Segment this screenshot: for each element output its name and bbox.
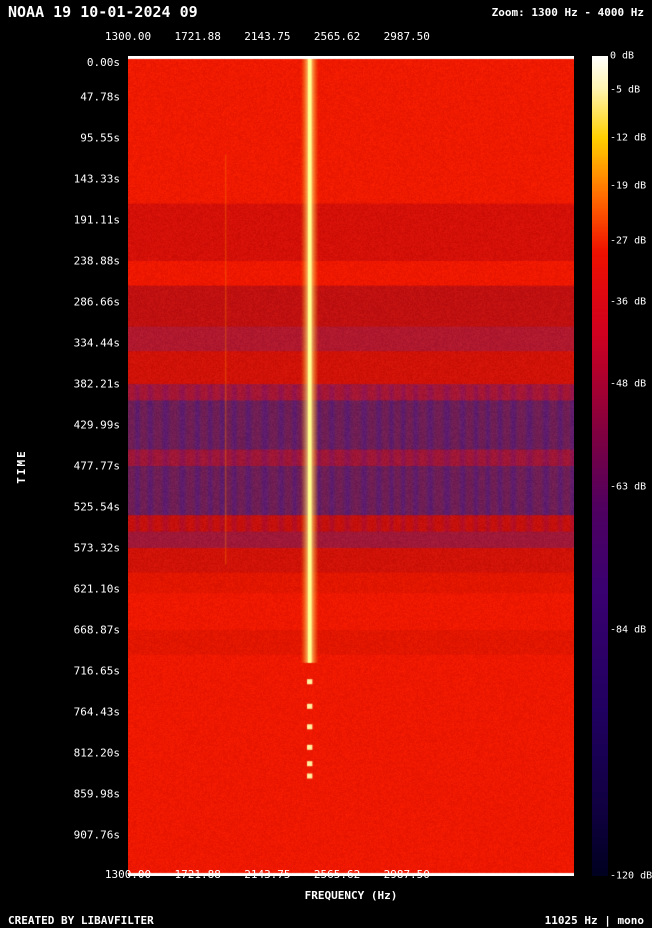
x-axis-label: FREQUENCY (Hz) (128, 889, 574, 902)
y-tick: 286.66s (74, 296, 120, 309)
x-tick: 2143.75 (244, 868, 290, 881)
colorbar-tick: -5 dB (610, 85, 640, 96)
colorbar-tick: -27 dB (610, 235, 646, 246)
colorbar-tick: -48 dB (610, 379, 646, 390)
x-axis-ticks-bottom: 1300.001721.882143.752565.622987.50 (128, 868, 574, 884)
y-tick: 859.98s (74, 788, 120, 801)
y-tick: 621.10s (74, 583, 120, 596)
y-tick: 812.20s (74, 747, 120, 760)
footer-credit: CREATED BY LIBAVFILTER (8, 914, 154, 927)
page-title: NOAA 19 10-01-2024 09 (8, 3, 198, 21)
x-tick: 2565.62 (314, 30, 360, 43)
y-tick: 907.76s (74, 829, 120, 842)
y-tick: 429.99s (74, 419, 120, 432)
y-tick: 238.88s (74, 255, 120, 268)
y-axis-ticks: 0.00s 47.78s 95.55s 143.33s 191.11s 238.88s 28… (0, 56, 124, 876)
colorbar (592, 56, 608, 876)
footer-audio-info: 11025 Hz | mono (545, 914, 644, 927)
x-tick: 1300.00 (105, 30, 151, 43)
x-axis-ticks-top: 1300.001721.882143.752565.622987.50 (128, 30, 574, 50)
colorbar-tick: -63 dB (610, 481, 646, 492)
zoom-label: Zoom: 1300 Hz - 4000 Hz (492, 6, 644, 19)
y-tick: 47.78s (80, 91, 120, 104)
y-tick: 716.65s (74, 665, 120, 678)
colorbar-tick: -36 dB (610, 297, 646, 308)
plot-area: TIME 0.00s47.78s95.55s143.33s191.11s238.… (0, 30, 652, 908)
x-tick: 2987.50 (384, 30, 430, 43)
spectrogram (128, 56, 574, 876)
y-tick: 334.44s (74, 337, 120, 350)
x-tick: 1721.88 (175, 868, 221, 881)
y-tick: 764.43s (74, 706, 120, 719)
y-tick: 477.77s (74, 460, 120, 473)
y-tick: 668.87s (74, 624, 120, 637)
x-tick: 2565.62 (314, 868, 360, 881)
x-tick: 1300.00 (105, 868, 151, 881)
y-tick: 525.54s (74, 501, 120, 514)
y-tick: 95.55s (80, 132, 120, 145)
x-tick: 1721.88 (175, 30, 221, 43)
y-tick: 191.11s (74, 214, 120, 227)
colorbar-tick: -12 dB (610, 133, 646, 144)
y-tick: 573.32s (74, 542, 120, 555)
colorbar-tick: -19 dB (610, 180, 646, 191)
y-tick: 143.33s (74, 173, 120, 186)
x-tick: 2143.75 (244, 30, 290, 43)
y-tick: 0.00s (87, 56, 120, 69)
colorbar-tick: 0 dB (610, 51, 634, 62)
colorbar-tick: -120 dB (610, 871, 652, 882)
x-tick: 2987.50 (384, 868, 430, 881)
colorbar-ticks: 0 dB-5 dB-12 dB-19 dB-27 dB-36 dB-48 dB-… (610, 56, 648, 876)
y-tick: 382.21s (74, 378, 120, 391)
colorbar-tick: -84 dB (610, 625, 646, 636)
